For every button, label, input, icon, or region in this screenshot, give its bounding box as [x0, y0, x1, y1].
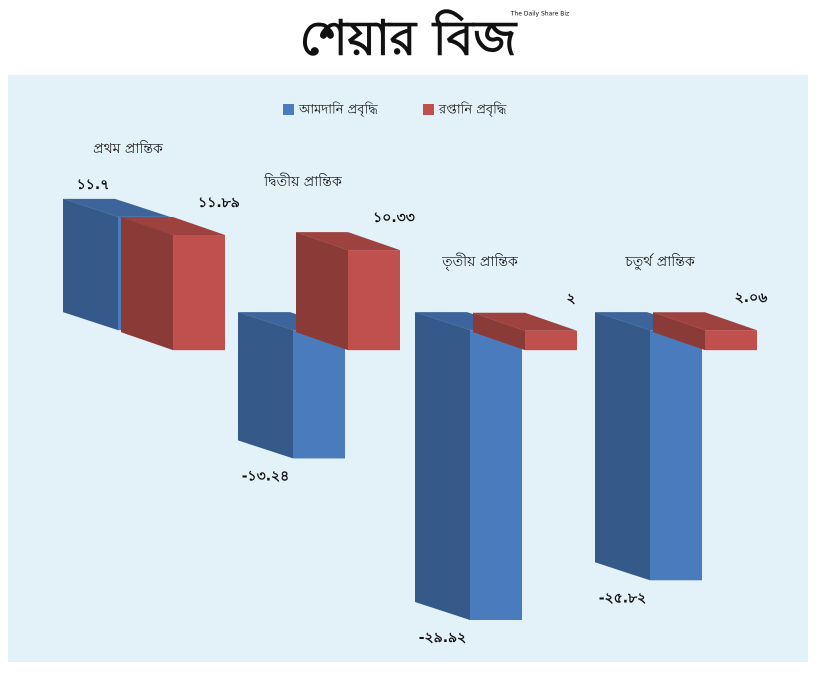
category-label: দ্বিতীয় প্রান্তিক — [263, 173, 342, 190]
value-label: -২৫.৮২ — [599, 590, 647, 606]
bar-side — [473, 312, 525, 351]
bar — [173, 235, 225, 351]
bar-side — [121, 217, 173, 351]
legend-swatch — [423, 104, 434, 115]
value-label: ২ — [566, 291, 575, 307]
legend-label: আমদানি প্রবৃদ্ধি — [298, 102, 378, 118]
bar-top — [121, 217, 225, 235]
bar-side — [296, 232, 348, 351]
bar-side — [595, 312, 650, 581]
bar — [470, 330, 522, 620]
value-label: ১১.৭ — [77, 177, 110, 193]
bar-side — [415, 312, 470, 620]
value-label: -১৩.২৪ — [242, 468, 290, 484]
bar-top — [473, 312, 577, 331]
legend-swatch — [283, 104, 294, 115]
bar — [705, 330, 757, 351]
value-label: ১১.৮৯ — [198, 195, 240, 211]
logo-tagline: The Daily Share Biz — [510, 11, 569, 18]
bar — [525, 330, 577, 351]
legend-label: রপ্তানি প্রবৃদ্ধি — [438, 102, 507, 118]
bar — [293, 330, 345, 459]
category-label: চতুর্থ প্রান্তিক — [624, 253, 695, 270]
bar-top — [653, 312, 757, 331]
bar — [650, 330, 702, 581]
bar-side — [63, 198, 118, 331]
category-label: প্রথম প্রান্তিক — [93, 140, 163, 157]
bar — [348, 250, 400, 351]
value-label: ২.০৬ — [735, 290, 768, 306]
bar-side — [238, 312, 293, 459]
logo-title: শেয়ার বিজ — [300, 10, 519, 67]
value-label: -২৯.৯২ — [419, 630, 467, 646]
category-label: তৃতীয় প্রান্তিক — [441, 253, 518, 270]
bar-side — [653, 312, 705, 351]
bar-top — [63, 198, 170, 217]
bar-top — [296, 232, 400, 251]
value-label: ১০.৩৩ — [373, 210, 415, 226]
